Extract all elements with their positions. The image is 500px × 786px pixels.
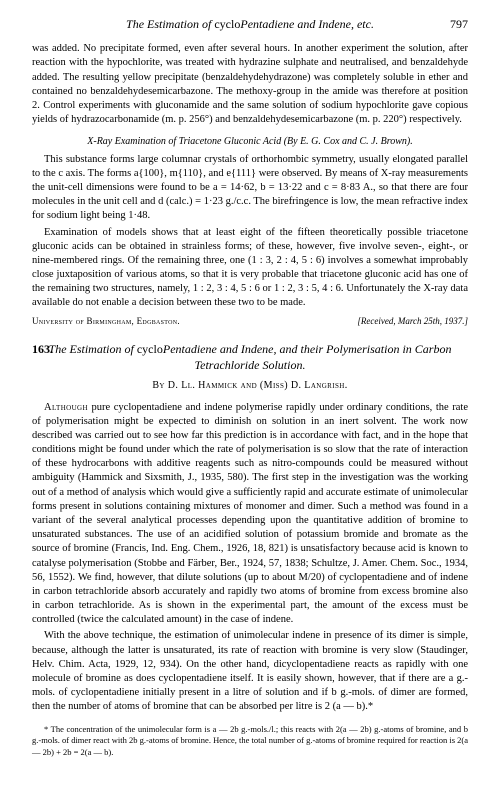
section-title-block: 163. The Estimation of cycloPentadiene a…: [32, 341, 468, 373]
paragraph-main-1: Although pure cyclopentadiene and indene…: [32, 401, 468, 628]
running-header: The Estimation of cycloPentadiene and In…: [32, 16, 468, 32]
footnote: * The concentration of the unimolecular …: [32, 724, 468, 757]
received-date: [Received, March 25th, 1937.]: [357, 315, 468, 327]
affiliation-line: University of Birmingham, Edgbaston. [Re…: [32, 315, 468, 327]
running-title-part2: Pentadiene and Indene, etc.: [240, 17, 374, 31]
section-number: 163.: [32, 341, 53, 357]
xray-heading-text: X-Ray Examination of Triacetone Gluconic…: [87, 136, 413, 147]
xray-subheading: X-Ray Examination of Triacetone Gluconic…: [32, 135, 468, 149]
section-title-part2: Pentadiene and Indene, and their Polymer…: [163, 342, 452, 372]
section-title-cyclo: cyclo: [137, 342, 163, 356]
paragraph-xray-1: This substance forms large columnar crys…: [32, 153, 468, 224]
affiliation-text: University of Birmingham, Edgbaston.: [32, 315, 180, 327]
journal-page: The Estimation of cycloPentadiene and In…: [0, 0, 500, 786]
byline-text: By D. Ll. Hammick and (Miss) D. Langrish…: [152, 380, 347, 391]
paragraph-main-1-body: pure cyclopentadiene and indene polymeri…: [32, 402, 468, 626]
lead-word: Although: [44, 402, 88, 413]
page-number: 797: [450, 16, 468, 32]
running-title-cyclo: cyclo: [214, 17, 240, 31]
running-title-part1: The Estimation of: [126, 17, 214, 31]
section-title-part1: The Estimation of: [49, 342, 137, 356]
author-byline: By D. Ll. Hammick and (Miss) D. Langrish…: [32, 379, 468, 393]
paragraph-continuation: was added. No precipitate formed, even a…: [32, 42, 468, 127]
paragraph-xray-2: Examination of models shows that at leas…: [32, 226, 468, 311]
